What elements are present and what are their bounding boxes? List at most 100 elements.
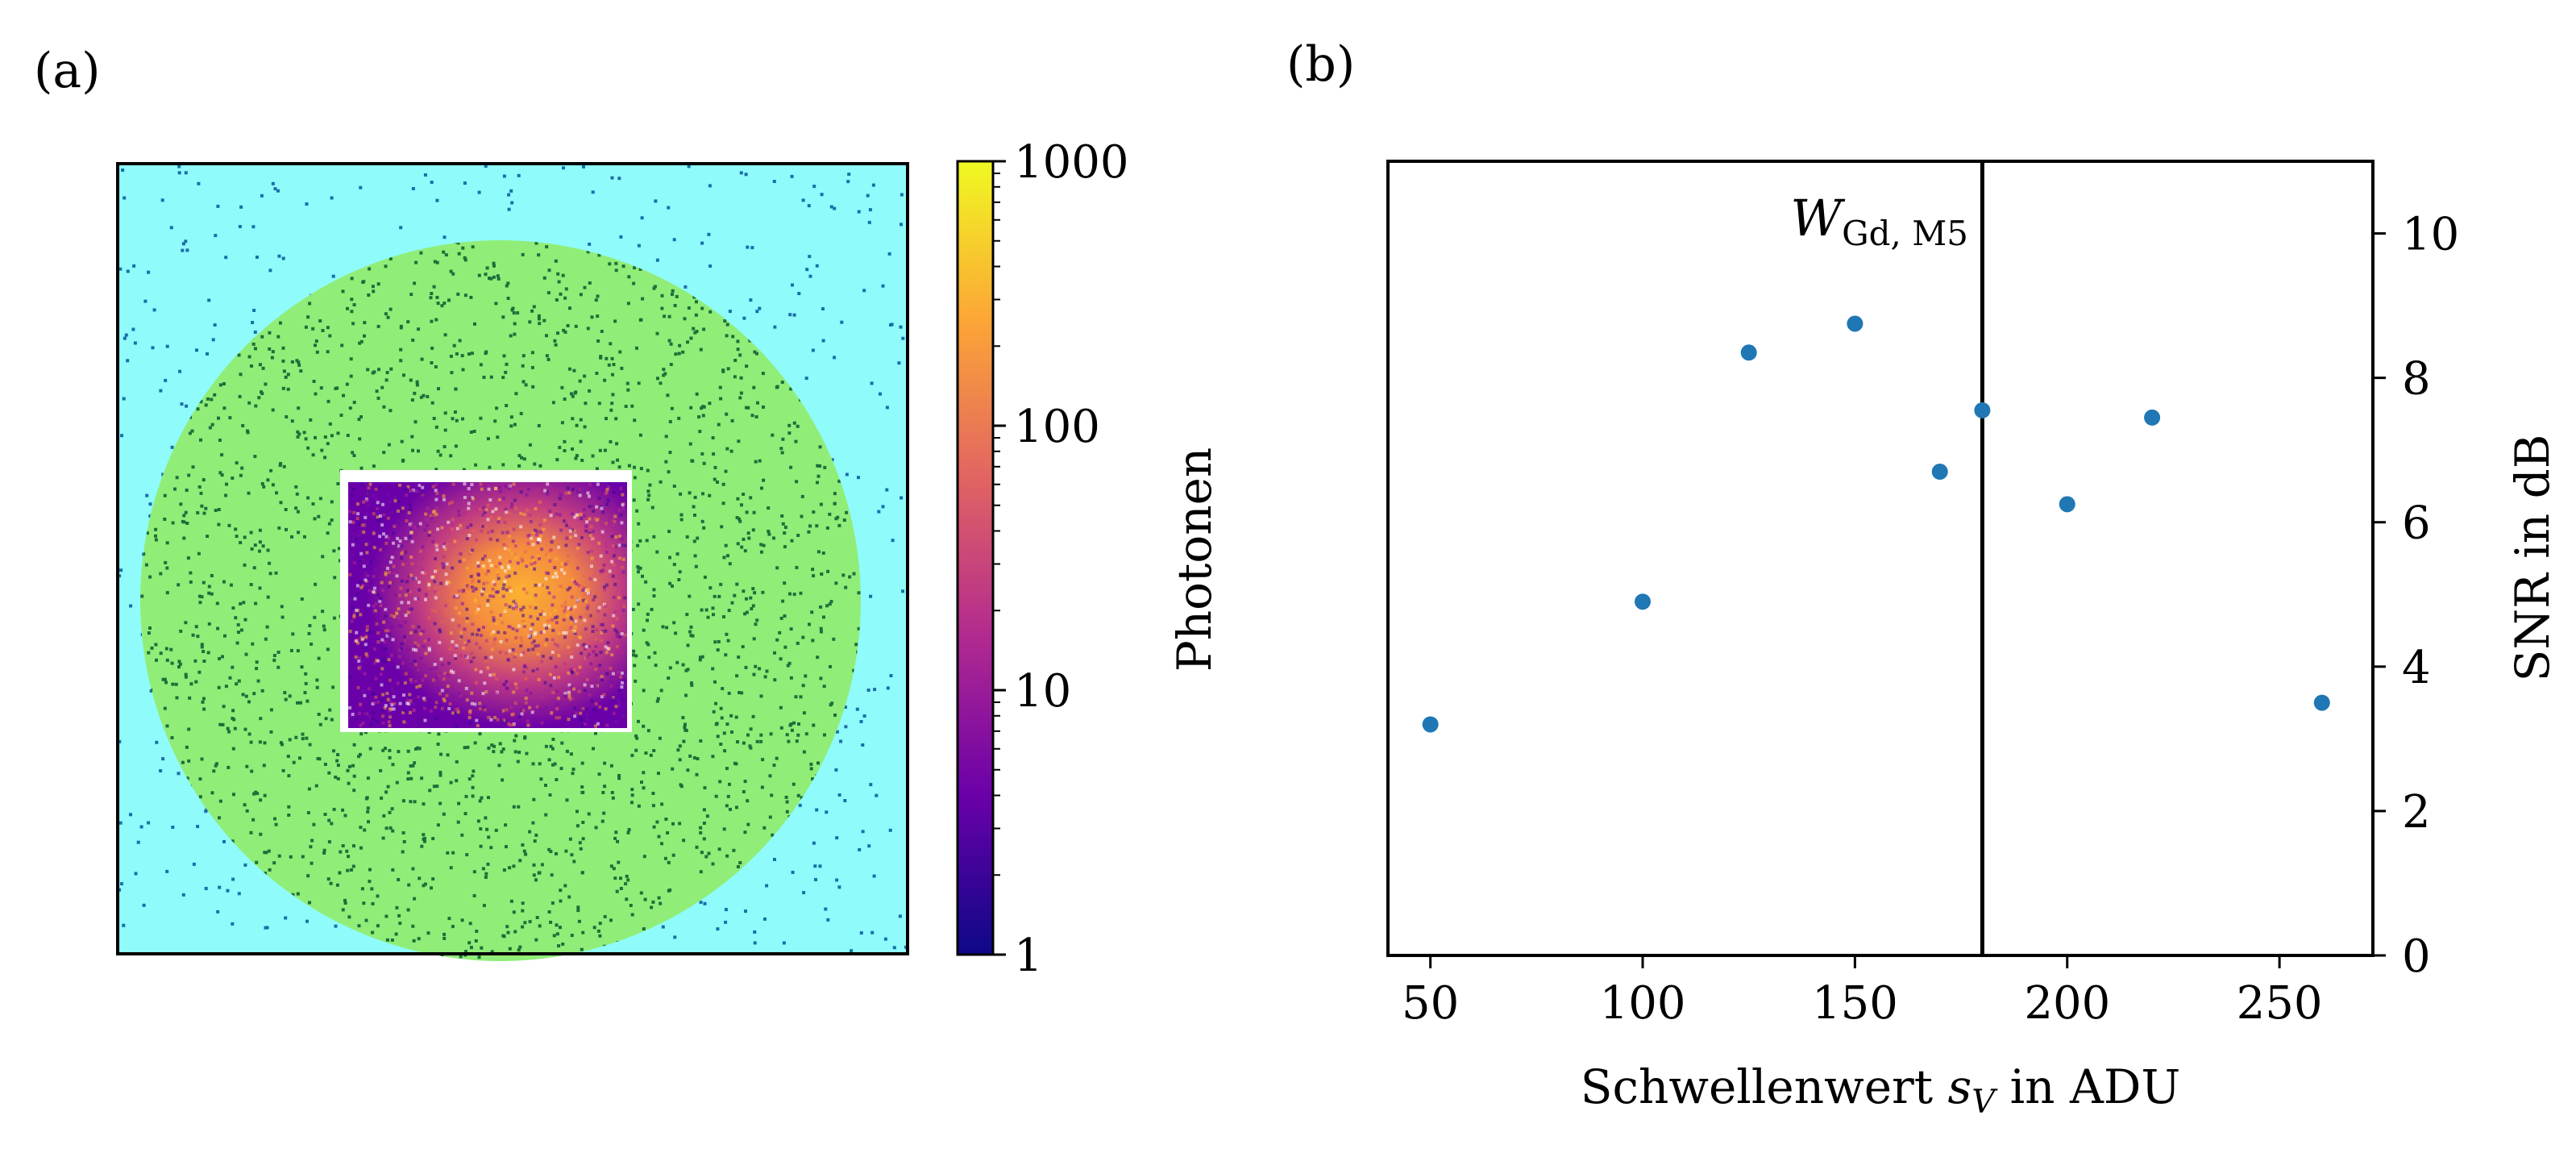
speckle <box>672 485 676 488</box>
speckle <box>573 605 577 609</box>
speckle <box>498 556 502 560</box>
speckle <box>326 647 330 651</box>
speckle <box>372 711 376 715</box>
speckle <box>501 463 505 467</box>
speckle <box>549 514 553 518</box>
speckle <box>773 325 777 329</box>
speckle <box>492 618 496 622</box>
speckle <box>388 409 393 413</box>
speckle <box>251 342 256 346</box>
speckle <box>469 575 473 579</box>
speckle <box>637 719 640 723</box>
speckle <box>442 494 446 498</box>
speckle <box>491 510 495 514</box>
speckle <box>862 289 866 293</box>
speckle <box>561 943 565 946</box>
speckle <box>438 801 442 805</box>
speckle <box>326 531 330 535</box>
speckle <box>416 597 419 601</box>
speckle <box>621 570 625 574</box>
speckle <box>392 541 395 545</box>
speckle <box>721 687 725 691</box>
speckle <box>251 321 255 324</box>
speckle <box>504 370 508 374</box>
speckle <box>660 802 664 806</box>
speckle <box>632 649 636 653</box>
speckle <box>409 556 413 559</box>
speckle <box>422 837 426 841</box>
speckle <box>543 643 547 647</box>
speckle <box>239 541 243 544</box>
speckle <box>581 723 585 727</box>
speckle <box>480 529 484 533</box>
speckle <box>394 932 398 936</box>
speckle <box>703 901 707 905</box>
speckle <box>373 609 377 613</box>
speckle <box>546 585 550 589</box>
speckle <box>367 503 370 507</box>
speckle <box>438 773 442 777</box>
speckle <box>380 589 384 593</box>
speckle <box>388 724 392 727</box>
speckle <box>830 458 834 462</box>
speckle <box>486 862 490 866</box>
speckle <box>530 588 534 592</box>
speckle <box>507 566 511 570</box>
speckle <box>538 924 542 928</box>
speckle <box>554 572 558 576</box>
speckle <box>410 435 414 439</box>
speckle <box>401 459 405 463</box>
speckle <box>222 382 226 385</box>
speckle <box>571 697 575 701</box>
speckle <box>217 508 221 511</box>
speckle <box>393 614 397 618</box>
speckle <box>359 581 363 585</box>
speckle <box>671 822 675 826</box>
scatter-point <box>2059 496 2075 513</box>
speckle <box>615 495 619 499</box>
speckle <box>414 648 418 652</box>
speckle <box>581 589 585 592</box>
speckle <box>294 735 298 739</box>
speckle <box>634 679 638 683</box>
speckle <box>745 510 749 514</box>
speckle <box>726 639 730 643</box>
speckle <box>449 780 453 785</box>
speckle <box>286 387 290 391</box>
speckle <box>546 572 550 576</box>
speckle <box>708 493 712 497</box>
speckle <box>671 289 675 293</box>
scatter-point <box>1635 593 1652 610</box>
speckle <box>543 623 546 627</box>
speckle <box>492 672 496 676</box>
speckle <box>544 744 548 748</box>
speckle <box>721 369 725 373</box>
speckle <box>538 501 542 505</box>
speckle <box>717 594 721 598</box>
speckle <box>567 606 571 610</box>
speckle <box>513 544 517 548</box>
speckle <box>479 844 483 848</box>
speckle <box>563 705 567 710</box>
speckle <box>586 327 590 331</box>
speckle <box>118 739 122 743</box>
speckle <box>679 492 683 496</box>
speckle <box>517 805 521 809</box>
speckle <box>507 722 511 726</box>
speckle <box>359 530 362 534</box>
speckle <box>492 744 497 748</box>
speckle <box>725 323 729 327</box>
speckle <box>508 947 512 951</box>
y-axis-label: SNR in dB <box>2505 435 2560 682</box>
speckle <box>694 564 698 568</box>
speckle <box>512 668 516 672</box>
speckle <box>671 293 674 297</box>
speckle <box>621 506 625 510</box>
speckle <box>751 587 755 591</box>
speckle <box>274 571 278 575</box>
speckle <box>524 705 528 709</box>
speckle <box>391 689 395 693</box>
speckle <box>466 745 470 749</box>
speckle <box>348 630 352 633</box>
speckle <box>463 812 467 816</box>
